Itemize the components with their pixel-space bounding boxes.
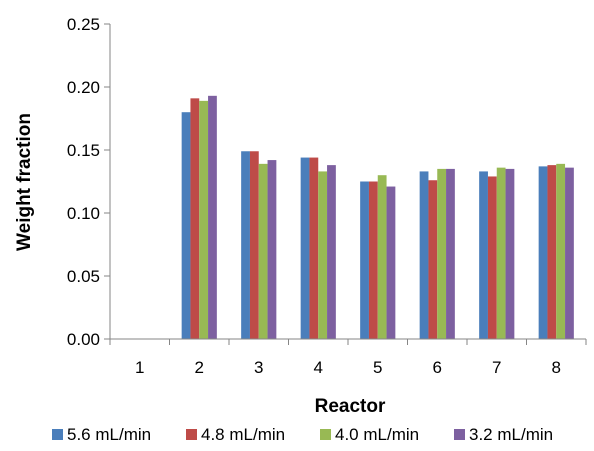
bar	[496, 167, 506, 339]
bar	[446, 168, 455, 339]
bar	[258, 163, 268, 339]
bar	[505, 168, 515, 339]
bar	[556, 163, 566, 339]
bar	[318, 171, 328, 339]
bar	[241, 151, 250, 339]
bar	[386, 186, 396, 339]
x-tick-label: 8	[552, 358, 561, 377]
y-tick-label: 0.20	[67, 78, 100, 97]
legend-swatch	[454, 429, 465, 440]
legend-swatch	[186, 429, 197, 440]
y-tick-label: 0.15	[67, 141, 100, 160]
y-axis-title: Weight fraction	[14, 113, 35, 251]
x-tick-label: 4	[314, 358, 323, 377]
y-tick-label: 0.00	[67, 330, 100, 349]
y-tick-label: 0.10	[67, 204, 100, 223]
y-axis: 0.00 0.05 0.10 0.15 0.20 0.25	[67, 15, 111, 349]
bar	[377, 175, 387, 339]
legend-swatch	[320, 429, 331, 440]
bar	[360, 181, 369, 339]
x-tick-label: 7	[492, 358, 501, 377]
bar	[300, 157, 310, 339]
bar	[181, 112, 191, 339]
legend: 5.6 mL/min 4.8 mL/min 4.0 mL/min 3.2 mL/min	[52, 425, 553, 444]
legend-label: 3.2 mL/min	[469, 425, 553, 444]
legend-swatch	[52, 429, 63, 440]
bar	[428, 180, 438, 339]
x-axis: 1 2 3 4 5 6 7 8	[109, 338, 587, 377]
bar	[565, 167, 574, 339]
bar	[309, 157, 319, 339]
x-tick-label: 3	[254, 358, 263, 377]
x-tick-label: 5	[373, 358, 382, 377]
bar	[479, 171, 488, 339]
bar	[208, 95, 217, 339]
bar	[190, 98, 200, 339]
legend-label: 4.0 mL/min	[335, 425, 419, 444]
bar	[199, 100, 209, 339]
x-tick-label: 6	[433, 358, 442, 377]
bar	[267, 160, 277, 339]
x-tick-label: 1	[135, 358, 144, 377]
y-tick-label: 0.25	[67, 15, 100, 34]
legend-label: 5.6 mL/min	[67, 425, 151, 444]
bar	[327, 165, 336, 339]
bar	[437, 168, 447, 339]
x-axis-title: Reactor	[315, 396, 386, 417]
bar	[249, 151, 259, 339]
bar	[419, 171, 429, 339]
bar	[487, 176, 497, 339]
bar	[368, 181, 378, 339]
bar	[538, 166, 548, 339]
plot-area	[181, 95, 574, 339]
x-tick-label: 2	[195, 358, 204, 377]
bar	[547, 165, 557, 339]
y-tick-label: 0.05	[67, 267, 100, 286]
legend-label: 4.8 mL/min	[201, 425, 285, 444]
